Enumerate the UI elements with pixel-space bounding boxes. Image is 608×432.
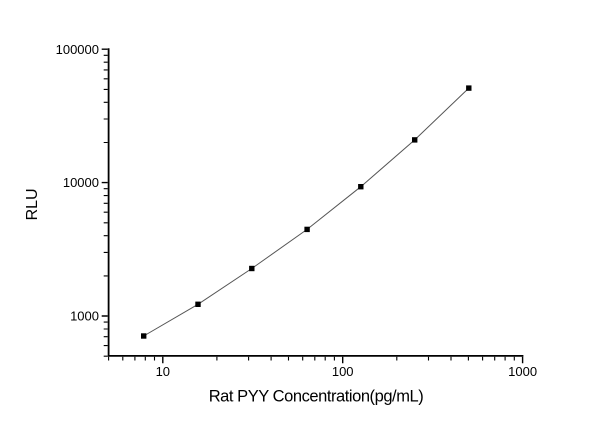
svg-text:100: 100: [332, 364, 354, 379]
svg-text:10000: 10000: [63, 175, 99, 190]
svg-text:100000: 100000: [56, 42, 99, 57]
svg-text:1000: 1000: [70, 309, 99, 324]
svg-text:RLU: RLU: [24, 188, 41, 220]
svg-text:10: 10: [156, 364, 170, 379]
svg-text:Rat PYY Concentration(pg/mL): Rat PYY Concentration(pg/mL): [209, 388, 424, 406]
svg-text:1000: 1000: [508, 364, 537, 379]
